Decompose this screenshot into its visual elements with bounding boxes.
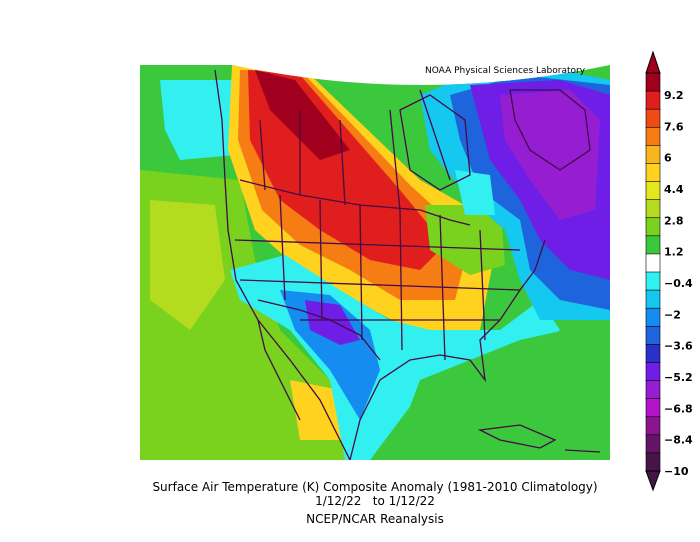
colorbar-band — [645, 126, 661, 147]
political-boundaries — [214, 69, 601, 460]
colorbar-tick-label: 4.4 — [664, 183, 684, 196]
colorbar-band — [645, 271, 661, 291]
date-range: 1/12/22 to 1/12/22 — [315, 494, 435, 508]
colorbar-band — [645, 199, 661, 219]
colorbar-band — [645, 72, 661, 92]
figure-title: Surface Air Temperature (K) Composite An… — [152, 480, 598, 494]
colorbar-band — [645, 325, 661, 346]
colorbar-tick-label: 9.2 — [664, 89, 684, 102]
colorbar-tick-label: 6 — [664, 152, 672, 165]
colorbar-band — [645, 217, 661, 237]
colorbar-band — [645, 452, 661, 472]
colorbar-band — [645, 253, 661, 273]
colorbar-tick-label: −8.4 — [664, 434, 693, 447]
color-scale-bar: 9.2 7.6 6 4.4 2.8 1.2 −0.4 −2 −3.6 −5.2 −6.8 −8.4 −1… — [645, 50, 693, 492]
colorbar-tick-label: 1.2 — [664, 246, 684, 259]
temperature-anomaly-field — [140, 65, 610, 460]
colorbar-tick-label: −5.2 — [664, 371, 693, 384]
colorbar-band — [645, 108, 661, 129]
colorbar-band — [645, 181, 661, 201]
credit-label: NOAA Physical Sciences Laboratory — [425, 66, 586, 76]
colorbar-tick-label: 2.8 — [664, 214, 684, 227]
colorbar-band — [645, 289, 661, 309]
colorbar-band — [645, 307, 661, 328]
colorbar-band — [645, 416, 661, 436]
colorbar-band — [645, 398, 661, 418]
colorbar-band — [645, 90, 661, 110]
colorbar-tick-label: −2 — [664, 308, 681, 321]
colorbar-tick-label: −0.4 — [664, 277, 693, 290]
colorbar-band — [645, 380, 661, 400]
colorbar-band — [645, 235, 661, 255]
colorbar-band — [645, 163, 661, 183]
colorbar-band — [645, 362, 661, 382]
colorbar-band — [645, 434, 661, 454]
colorbar-band — [645, 145, 661, 165]
colorbar-tick-label: −6.8 — [664, 402, 693, 415]
colorbar-tick-label: −10 — [664, 465, 689, 478]
colorbar-tick-label: 7.6 — [664, 120, 684, 133]
colorbar-tick-label: −3.6 — [664, 340, 693, 353]
colorbar-band — [645, 344, 661, 364]
data-source: NCEP/NCAR Reanalysis — [306, 512, 444, 526]
